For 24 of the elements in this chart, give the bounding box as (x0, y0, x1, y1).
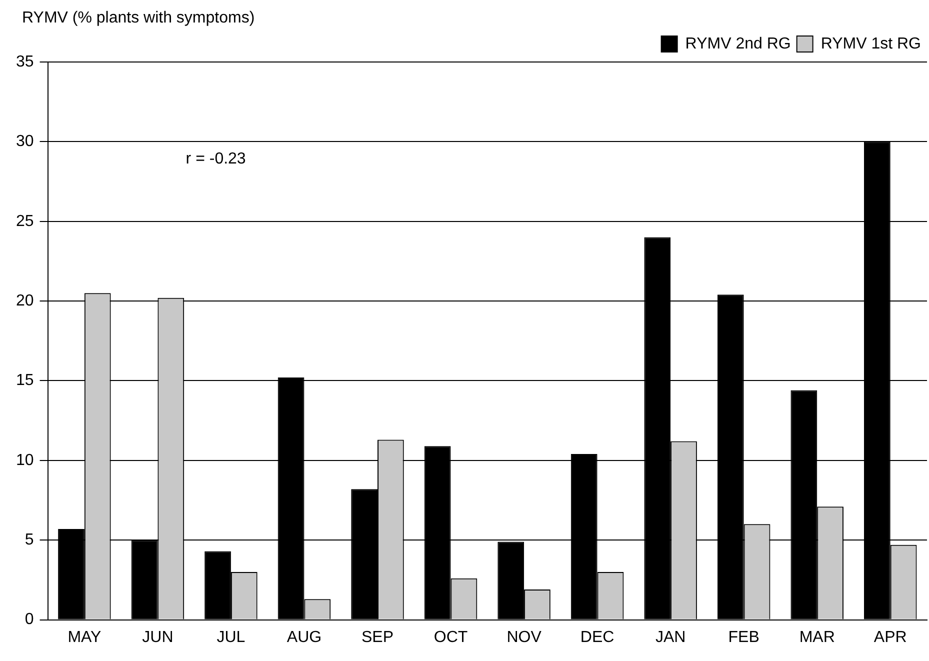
y-tick-label: 15 (16, 372, 34, 390)
y-tick-label: 35 (16, 53, 34, 70)
y-tick-label: 20 (16, 292, 34, 310)
y-tick-label: 5 (24, 532, 34, 549)
legend-label: RYMV 1st RG (820, 35, 921, 52)
x-tick-label: JUN (142, 628, 174, 646)
x-tick-label: OCT (434, 628, 468, 646)
x-tick-label: JUL (216, 628, 246, 646)
x-tick-label: NOV (506, 628, 542, 646)
x-tick-label: MAR (799, 628, 835, 646)
annotation: r = -0.23 (186, 150, 246, 168)
x-tick-label: AUG (286, 628, 322, 646)
x-tick-label: DEC (580, 628, 614, 646)
x-tick-label: JAN (655, 628, 686, 646)
x-tick-label: FEB (728, 628, 760, 646)
y-tick-label: 10 (16, 452, 34, 469)
y-tick-label: 30 (16, 133, 34, 150)
x-tick-label: MAY (68, 628, 102, 646)
y-axis-title: RYMV (% plants with symptoms) (22, 9, 255, 26)
x-tick-label: SEP (361, 628, 394, 646)
y-tick-label: 0 (24, 611, 34, 628)
legend-label: RYMV 2nd RG (685, 35, 791, 52)
y-tick-label: 25 (16, 212, 34, 230)
x-tick-label: APR (874, 628, 907, 646)
